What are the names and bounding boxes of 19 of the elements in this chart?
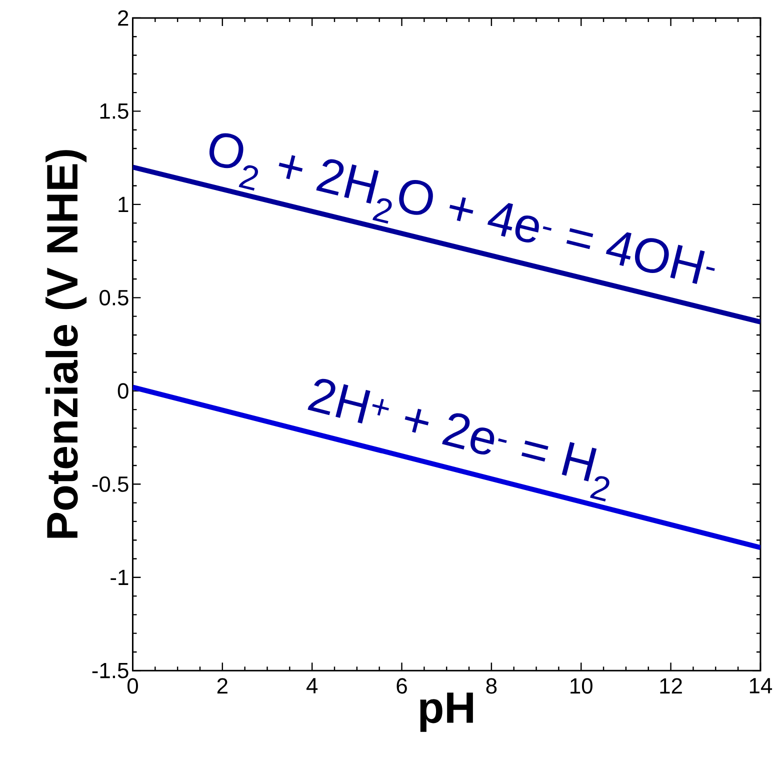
- y-tick-label: -0.5: [92, 476, 128, 492]
- y-axis-title: Potenziale (V NHE): [46, 150, 87, 538]
- x-tick-label: 6: [396, 678, 407, 694]
- x-tick-label: 8: [486, 678, 497, 694]
- y-tick-label: 1.5: [100, 103, 128, 119]
- y-tick-label: -1: [110, 570, 128, 585]
- annotation: O$_{2}$ + 2H$_{2}$O + 4e$^{-}$ = 4OH$^{-}$: [209, 133, 715, 284]
- x-tick-label: 12: [660, 678, 682, 694]
- x-tick-label: 2: [217, 678, 228, 694]
- x-tick-label: 14: [750, 678, 772, 694]
- x-tick-label: 4: [306, 678, 318, 694]
- y-tick-label: -1.5: [92, 662, 128, 678]
- y-tick-label: 1: [118, 196, 128, 212]
- y-tick-label: 0.5: [100, 290, 128, 306]
- y-tick-label: 2: [118, 10, 128, 26]
- x-axis-title: pH: [420, 692, 473, 732]
- y-tick-label: 0: [118, 382, 128, 398]
- x-tick-label: 10: [570, 678, 592, 694]
- annotation: 2H$^{+}$ + 2e$^{-}$ = H$_{2}$: [308, 378, 610, 502]
